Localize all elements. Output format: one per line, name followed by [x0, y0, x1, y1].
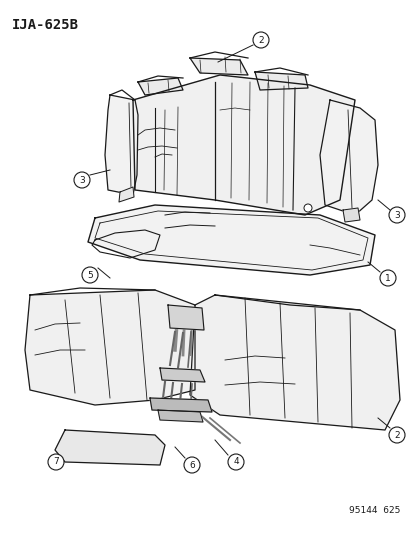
- Text: 7: 7: [53, 457, 59, 466]
- Polygon shape: [342, 208, 359, 222]
- Text: 95144  625: 95144 625: [348, 506, 399, 515]
- Circle shape: [379, 270, 395, 286]
- Polygon shape: [254, 72, 307, 90]
- Circle shape: [183, 457, 199, 473]
- Polygon shape: [88, 205, 374, 275]
- Circle shape: [388, 427, 404, 443]
- Text: 3: 3: [79, 175, 85, 184]
- Text: 3: 3: [393, 211, 399, 220]
- Circle shape: [82, 267, 98, 283]
- Circle shape: [252, 32, 268, 48]
- Polygon shape: [150, 398, 211, 412]
- Polygon shape: [168, 305, 204, 330]
- Circle shape: [388, 207, 404, 223]
- Polygon shape: [133, 75, 354, 215]
- Polygon shape: [25, 290, 195, 405]
- Text: 4: 4: [233, 457, 238, 466]
- Text: 2: 2: [393, 431, 399, 440]
- Text: 6: 6: [189, 461, 195, 470]
- Circle shape: [303, 204, 311, 212]
- Polygon shape: [190, 58, 247, 75]
- Text: 5: 5: [87, 271, 93, 279]
- Polygon shape: [105, 95, 138, 195]
- Polygon shape: [55, 430, 165, 465]
- Polygon shape: [319, 100, 377, 215]
- Text: 1: 1: [384, 273, 390, 282]
- Polygon shape: [138, 78, 183, 95]
- Text: IJA-625B: IJA-625B: [12, 18, 79, 32]
- Polygon shape: [119, 187, 134, 202]
- Polygon shape: [190, 295, 399, 430]
- Circle shape: [228, 454, 243, 470]
- Circle shape: [48, 454, 64, 470]
- Text: 2: 2: [258, 36, 263, 44]
- Polygon shape: [158, 410, 202, 422]
- Polygon shape: [159, 368, 204, 382]
- Circle shape: [74, 172, 90, 188]
